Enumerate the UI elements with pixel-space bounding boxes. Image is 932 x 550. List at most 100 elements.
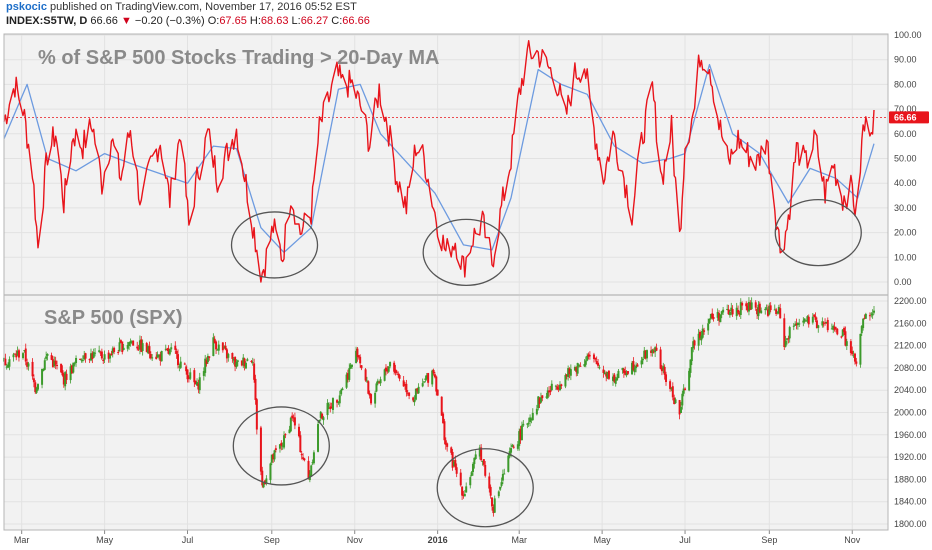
breadth-panel[interactable]: 0.00 10.00 20.00 30.00 40.00 50.00 60.00 70.00 8… xyxy=(3,30,929,294)
candle-body xyxy=(367,381,370,394)
candle-body xyxy=(643,350,646,358)
candle-body xyxy=(137,348,140,350)
candle-body xyxy=(655,347,658,351)
candle-body xyxy=(651,349,654,353)
candle-body xyxy=(606,371,609,379)
candle-body xyxy=(84,353,87,359)
candle-body xyxy=(436,389,439,396)
candle-body xyxy=(822,322,825,324)
candle-body xyxy=(383,369,386,381)
candle-body xyxy=(243,358,246,367)
candle-body xyxy=(462,494,465,496)
candle-body xyxy=(300,454,303,456)
candle-body xyxy=(338,395,341,404)
spx-y-tick: 2120.00 xyxy=(894,341,927,351)
candle-body xyxy=(221,342,224,351)
candle-body xyxy=(213,338,216,343)
candle-body xyxy=(56,365,59,367)
candle-body xyxy=(471,463,474,473)
candle-body xyxy=(185,366,188,372)
candle-body xyxy=(183,363,186,365)
candle-body xyxy=(109,354,112,359)
candle-body xyxy=(26,362,29,367)
candle-body xyxy=(806,316,809,322)
candle-body xyxy=(592,354,595,359)
candle-body xyxy=(853,353,856,362)
candle-body xyxy=(529,417,532,422)
candle-body xyxy=(302,457,305,459)
candle-body xyxy=(145,343,148,352)
candle-body xyxy=(568,368,571,374)
candle-body xyxy=(246,359,249,361)
candle-body xyxy=(708,318,711,324)
candle-body xyxy=(586,355,589,361)
x-tick-label: Nov xyxy=(347,535,364,545)
candle-body xyxy=(612,376,614,381)
candle-body xyxy=(197,383,200,390)
candle-body xyxy=(535,408,538,415)
spx-y-tick: 2080.00 xyxy=(894,363,927,373)
candle-body xyxy=(834,327,837,329)
candle-body xyxy=(194,380,197,385)
candle-body xyxy=(141,343,144,351)
candle-body xyxy=(43,360,46,370)
candle-body xyxy=(79,358,82,360)
candle-body xyxy=(624,370,627,375)
candle-body xyxy=(12,354,15,358)
spx-panel[interactable]: 1800.00 1840.00 1880.00 1920.00 1960.00 2000.… xyxy=(3,296,927,530)
candle-body xyxy=(550,383,553,391)
candle-body xyxy=(232,358,235,361)
candle-body xyxy=(539,397,542,403)
candle-body xyxy=(389,362,392,367)
candle-body xyxy=(512,446,515,448)
candle-body xyxy=(205,360,208,364)
candle-body xyxy=(423,381,426,383)
candle-body xyxy=(863,317,866,319)
candle-body xyxy=(160,350,163,362)
candle-body xyxy=(873,310,875,313)
candle-body xyxy=(433,374,436,378)
candle-body xyxy=(42,369,45,371)
candle-body xyxy=(765,307,768,309)
candle-body xyxy=(794,324,797,326)
candle-body xyxy=(584,360,587,365)
candle-body xyxy=(650,350,653,353)
candle-body xyxy=(640,360,643,365)
candle-body xyxy=(179,361,182,368)
spx-y-tick: 2160.00 xyxy=(894,318,927,328)
candle-body xyxy=(225,349,228,359)
candle-body xyxy=(728,311,731,316)
candle-body xyxy=(270,454,273,463)
candle-body xyxy=(792,325,795,327)
candle-body xyxy=(326,402,329,416)
candle-body xyxy=(549,390,552,393)
open-value: 67.65 xyxy=(219,15,247,27)
candle-body xyxy=(17,350,20,358)
candle-body xyxy=(155,356,158,360)
candle-body xyxy=(22,353,25,359)
candle-body xyxy=(261,470,264,486)
candle-body xyxy=(262,482,265,488)
author-link[interactable]: pskocic xyxy=(6,1,47,13)
candle-body xyxy=(824,322,827,324)
symbol-label[interactable]: INDEX:S5TW, D xyxy=(6,15,88,27)
candle-body xyxy=(588,355,591,357)
publication-line: pskocic published on TradingView.com, No… xyxy=(6,1,357,13)
candle-body xyxy=(442,413,445,424)
candle-body xyxy=(395,371,398,373)
candle-body xyxy=(370,394,373,404)
candle-body xyxy=(337,401,340,403)
candle-body xyxy=(206,355,209,363)
candle-body xyxy=(293,417,296,426)
candle-body xyxy=(164,348,167,350)
candle-body xyxy=(376,380,379,384)
candle-body xyxy=(633,367,636,373)
candle-body xyxy=(412,397,415,401)
ohlc-legend: INDEX:S5TW, D 66.66 ▼ −0.20 (−0.3%) O:67… xyxy=(6,15,370,27)
candle-body xyxy=(31,361,34,377)
candle-body xyxy=(34,382,37,393)
candle-body xyxy=(554,385,557,387)
chart-canvas[interactable]: 0.00 10.00 20.00 30.00 40.00 50.00 60.00 70.00 8… xyxy=(0,30,932,550)
time-axis: Mar May Jul Sep Nov 2016 Mar May Jul Sep Nov xyxy=(14,530,861,545)
candle-body xyxy=(13,353,16,355)
